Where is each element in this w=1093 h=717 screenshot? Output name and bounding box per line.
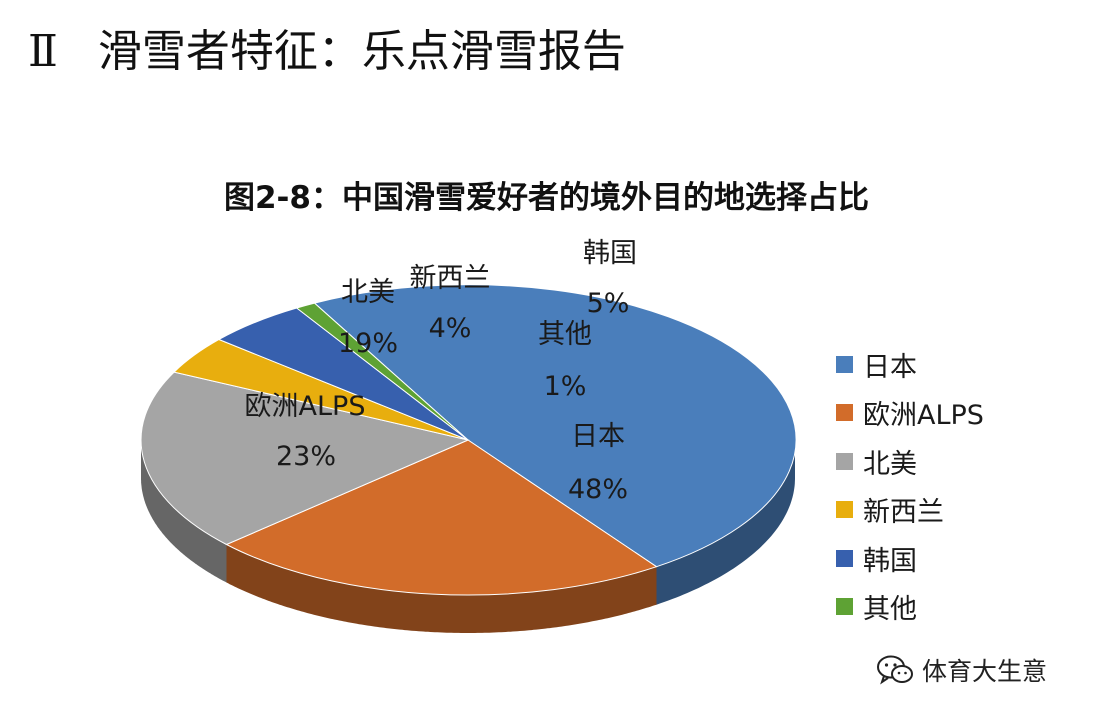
slice-value-0: 48% (568, 474, 628, 505)
legend-swatch (836, 404, 853, 421)
slice-label-5: 其他 (538, 319, 592, 350)
legend-label: 新西兰 (863, 490, 944, 529)
slice-label-3: 新西兰 (410, 263, 491, 294)
watermark-text: 体育大生意 (922, 652, 1047, 688)
watermark: 体育大生意 (876, 652, 1047, 688)
legend-swatch (836, 501, 853, 518)
legend-swatch (836, 598, 853, 615)
legend-item-alps: 欧洲ALPS (836, 389, 984, 438)
slice-label-0: 日本 (571, 421, 625, 452)
slice-value-2: 19% (338, 328, 398, 359)
legend-label: 日本 (863, 345, 917, 384)
legend-item-japan: 日本 (836, 340, 984, 389)
slice-value-4: 5% (587, 288, 630, 319)
legend-label: 欧洲ALPS (863, 393, 984, 432)
legend-item-new-zealand: 新西兰 (836, 486, 984, 535)
legend-swatch (836, 453, 853, 470)
legend-item-other: 其他 (836, 583, 984, 632)
slice-value-3: 4% (429, 313, 472, 344)
legend-swatch (836, 356, 853, 373)
chart-legend: 日本 欧洲ALPS 北美 新西兰 韩国 其他 (836, 340, 984, 631)
slice-label-4: 韩国 (583, 238, 637, 269)
legend-swatch (836, 550, 853, 567)
slice-label-1: 欧洲ALPS (245, 391, 366, 422)
legend-item-korea: 韩国 (836, 534, 984, 583)
slice-value-5: 1% (544, 371, 587, 402)
legend-label: 韩国 (863, 539, 917, 578)
slice-value-1: 23% (276, 441, 336, 472)
wechat-icon (876, 654, 914, 686)
slice-label-2: 北美 (341, 277, 395, 308)
legend-label: 其他 (863, 587, 917, 626)
legend-label: 北美 (863, 442, 917, 481)
legend-item-north-america: 北美 (836, 437, 984, 486)
